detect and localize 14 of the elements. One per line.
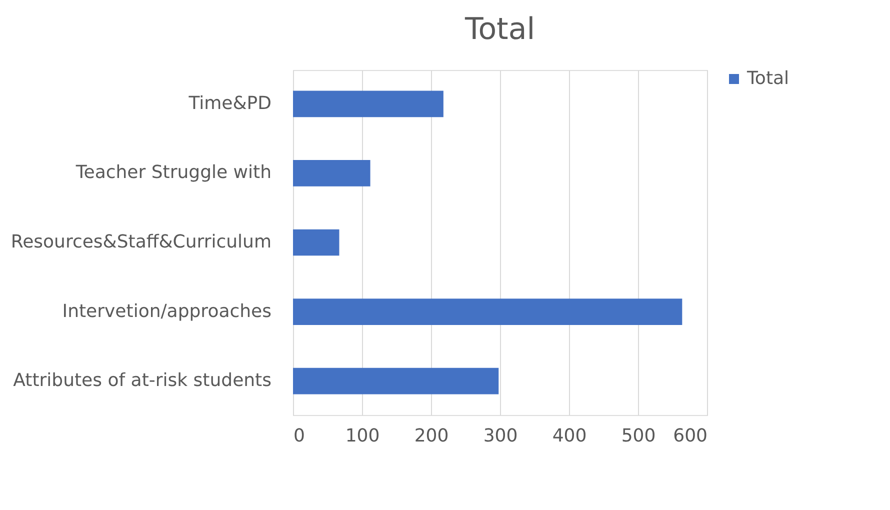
x-tick-label: 600 [673,426,708,446]
y-tick-label: Attributes of at-risk students [13,370,272,392]
y-tick-label: Time&PD [188,92,272,114]
y-tick-label: Teacher Struggle with [74,162,272,184]
y-tick-label: Resources&Staff&Curriculum [10,232,272,252]
chart-title: Total [464,12,536,47]
x-tick-label: 500 [621,426,656,446]
x-tick-label: 100 [345,426,380,446]
legend-label: Total [746,68,790,89]
x-tick-label: 300 [483,426,518,446]
x-tick-label: 200 [414,426,449,446]
y-tick-label: Intervetion/approaches [62,300,272,322]
x-tick-label: 0 [294,426,305,446]
x-tick-label: 400 [552,426,587,446]
